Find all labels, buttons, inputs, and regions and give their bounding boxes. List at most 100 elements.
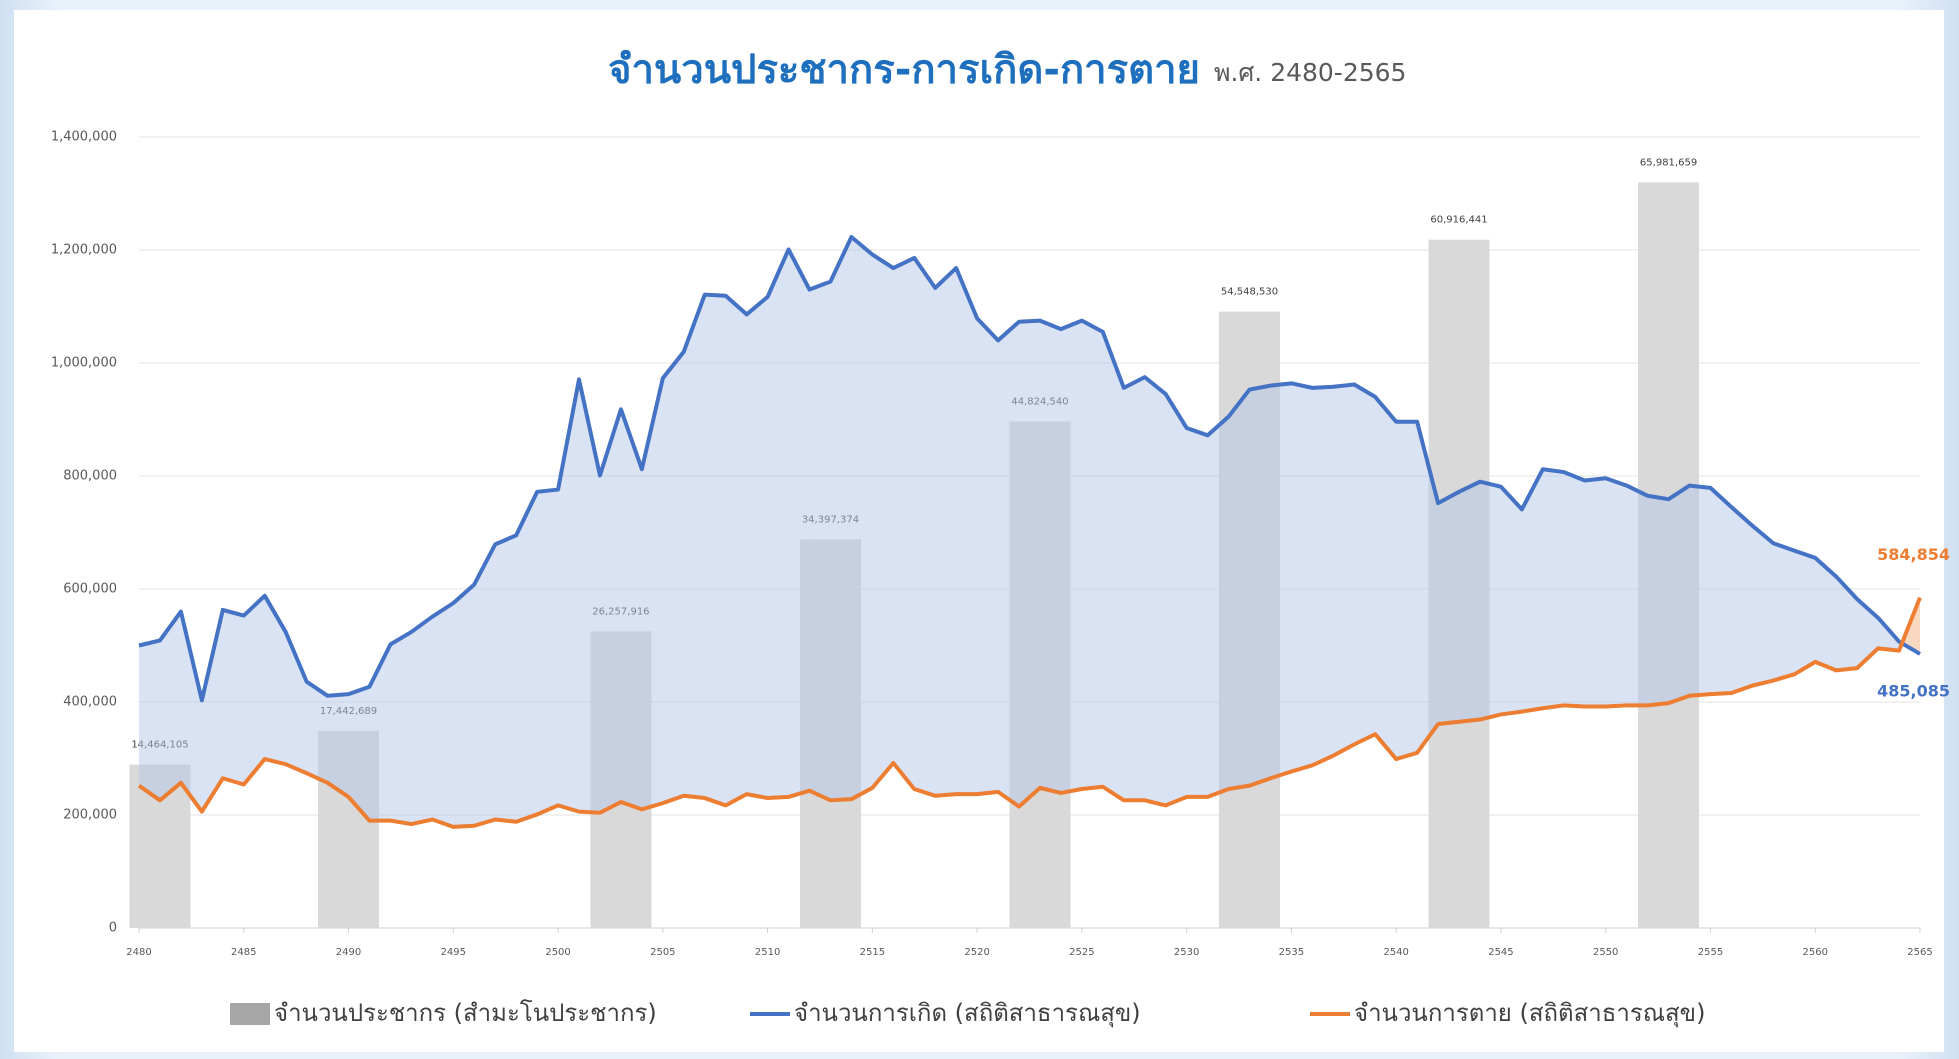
legend-label: จำนวนการเกิด (สถิติสาธารณสุข) bbox=[794, 999, 1141, 1028]
y-tick-label: 1,000,000 bbox=[51, 356, 117, 371]
line-value-label: 584,854 bbox=[1877, 545, 1950, 564]
gap-fill bbox=[830, 237, 852, 801]
gap-fill bbox=[641, 378, 663, 810]
x-tick-label: 2525 bbox=[1069, 947, 1094, 958]
x-tick-label: 2515 bbox=[860, 947, 885, 958]
x-tick-label: 2510 bbox=[755, 947, 780, 958]
gap-fill bbox=[1186, 427, 1208, 797]
gap-fill bbox=[327, 694, 349, 797]
gap-fill bbox=[348, 686, 370, 821]
bar-value-label: 60,916,441 bbox=[1430, 215, 1487, 226]
gap-fill bbox=[1019, 320, 1040, 807]
gap-fill bbox=[1459, 481, 1480, 722]
gap-fill bbox=[1773, 543, 1795, 681]
gap-fill bbox=[1081, 320, 1103, 790]
legend-label: จำนวนประชากร (สำมะโนประชากร) bbox=[274, 999, 657, 1027]
gap-fill bbox=[139, 640, 160, 801]
gap-fill bbox=[1396, 421, 1418, 760]
gap-fill bbox=[1647, 495, 1669, 706]
gap-fill bbox=[495, 535, 517, 822]
gap-fill bbox=[1354, 384, 1376, 745]
gap-fill bbox=[767, 249, 789, 799]
legend-swatch bbox=[230, 1003, 270, 1025]
gap-fill bbox=[662, 351, 684, 804]
x-tick-label: 2535 bbox=[1279, 947, 1304, 958]
gap-fill bbox=[998, 321, 1020, 807]
gap-fill bbox=[411, 616, 433, 825]
gap-fill bbox=[809, 281, 831, 801]
gap-fill bbox=[914, 257, 936, 796]
y-tick-label: 1,400,000 bbox=[51, 130, 117, 145]
x-tick-label: 2490 bbox=[336, 947, 361, 958]
gap-fill bbox=[306, 681, 328, 783]
gap-fill bbox=[1689, 485, 1711, 696]
gap-fill bbox=[285, 631, 307, 774]
gap-fill bbox=[1165, 394, 1187, 806]
line-value-label: 485,085 bbox=[1877, 681, 1950, 700]
gap-fill bbox=[683, 294, 705, 799]
gap-fill bbox=[1605, 478, 1627, 707]
gap-fill bbox=[956, 268, 978, 795]
gap-fill bbox=[558, 379, 580, 812]
gap-fill bbox=[599, 409, 621, 813]
gap-fill bbox=[1731, 507, 1753, 693]
gap-fill bbox=[159, 611, 181, 801]
gap-fill bbox=[1521, 469, 1543, 712]
x-tick-label: 2545 bbox=[1488, 947, 1513, 958]
y-tick-label: 1,200,000 bbox=[51, 243, 117, 258]
gap-fill bbox=[1542, 469, 1564, 709]
gap-fill bbox=[516, 491, 538, 822]
gap-fill bbox=[1333, 384, 1355, 756]
gap-fill bbox=[1249, 385, 1271, 786]
gap-fill bbox=[704, 294, 726, 806]
gap-fill bbox=[579, 379, 600, 813]
gap-fill bbox=[1228, 389, 1250, 790]
gap-fill bbox=[1123, 377, 1145, 801]
gap-fill bbox=[1668, 485, 1690, 704]
y-tick-label: 400,000 bbox=[63, 695, 117, 710]
x-tick-label: 2560 bbox=[1803, 947, 1828, 958]
gap-fill bbox=[746, 296, 768, 799]
x-tick-label: 2550 bbox=[1593, 947, 1618, 958]
line-series bbox=[137, 596, 1922, 829]
gap-fill bbox=[201, 609, 223, 812]
gap-fill bbox=[537, 489, 559, 815]
gap-fill bbox=[390, 631, 412, 825]
gap-fill bbox=[1102, 331, 1124, 801]
gap-fill bbox=[1836, 576, 1858, 671]
gap-fill bbox=[264, 595, 286, 765]
x-tick-label: 2480 bbox=[126, 947, 151, 958]
gap-fill bbox=[180, 611, 202, 812]
y-tick-label: 0 bbox=[109, 921, 117, 936]
gap-fill bbox=[851, 237, 873, 800]
gap-fill bbox=[1794, 550, 1816, 675]
line-series bbox=[138, 235, 1922, 703]
x-tick-label: 2505 bbox=[650, 947, 675, 958]
gap-fill bbox=[788, 249, 810, 797]
y-tick-label: 600,000 bbox=[63, 582, 117, 597]
gap-fill bbox=[1563, 472, 1585, 707]
gap-fill bbox=[243, 595, 265, 785]
y-tick-label: 800,000 bbox=[63, 469, 117, 484]
gap-fill bbox=[1291, 383, 1313, 772]
gap-fill bbox=[1144, 377, 1166, 806]
gap-fill bbox=[1312, 386, 1334, 766]
x-tick-label: 2500 bbox=[545, 947, 570, 958]
gap-fill bbox=[893, 257, 915, 790]
gap-fill bbox=[1060, 320, 1082, 793]
gap-fill bbox=[369, 644, 391, 821]
bar-value-label: 54,548,530 bbox=[1221, 287, 1278, 298]
gap-fill bbox=[620, 409, 642, 810]
gap-fill bbox=[1375, 396, 1397, 760]
gap-fill bbox=[432, 603, 454, 827]
x-tick-label: 2555 bbox=[1698, 947, 1723, 958]
x-tick-label: 2495 bbox=[441, 947, 466, 958]
y-tick-label: 200,000 bbox=[63, 808, 117, 823]
gap-fill bbox=[1207, 416, 1229, 797]
bar-value-label: 65,981,659 bbox=[1640, 157, 1697, 168]
gap-fill bbox=[1438, 491, 1460, 725]
gap-fill bbox=[977, 318, 999, 795]
gap-fill bbox=[1270, 383, 1292, 779]
